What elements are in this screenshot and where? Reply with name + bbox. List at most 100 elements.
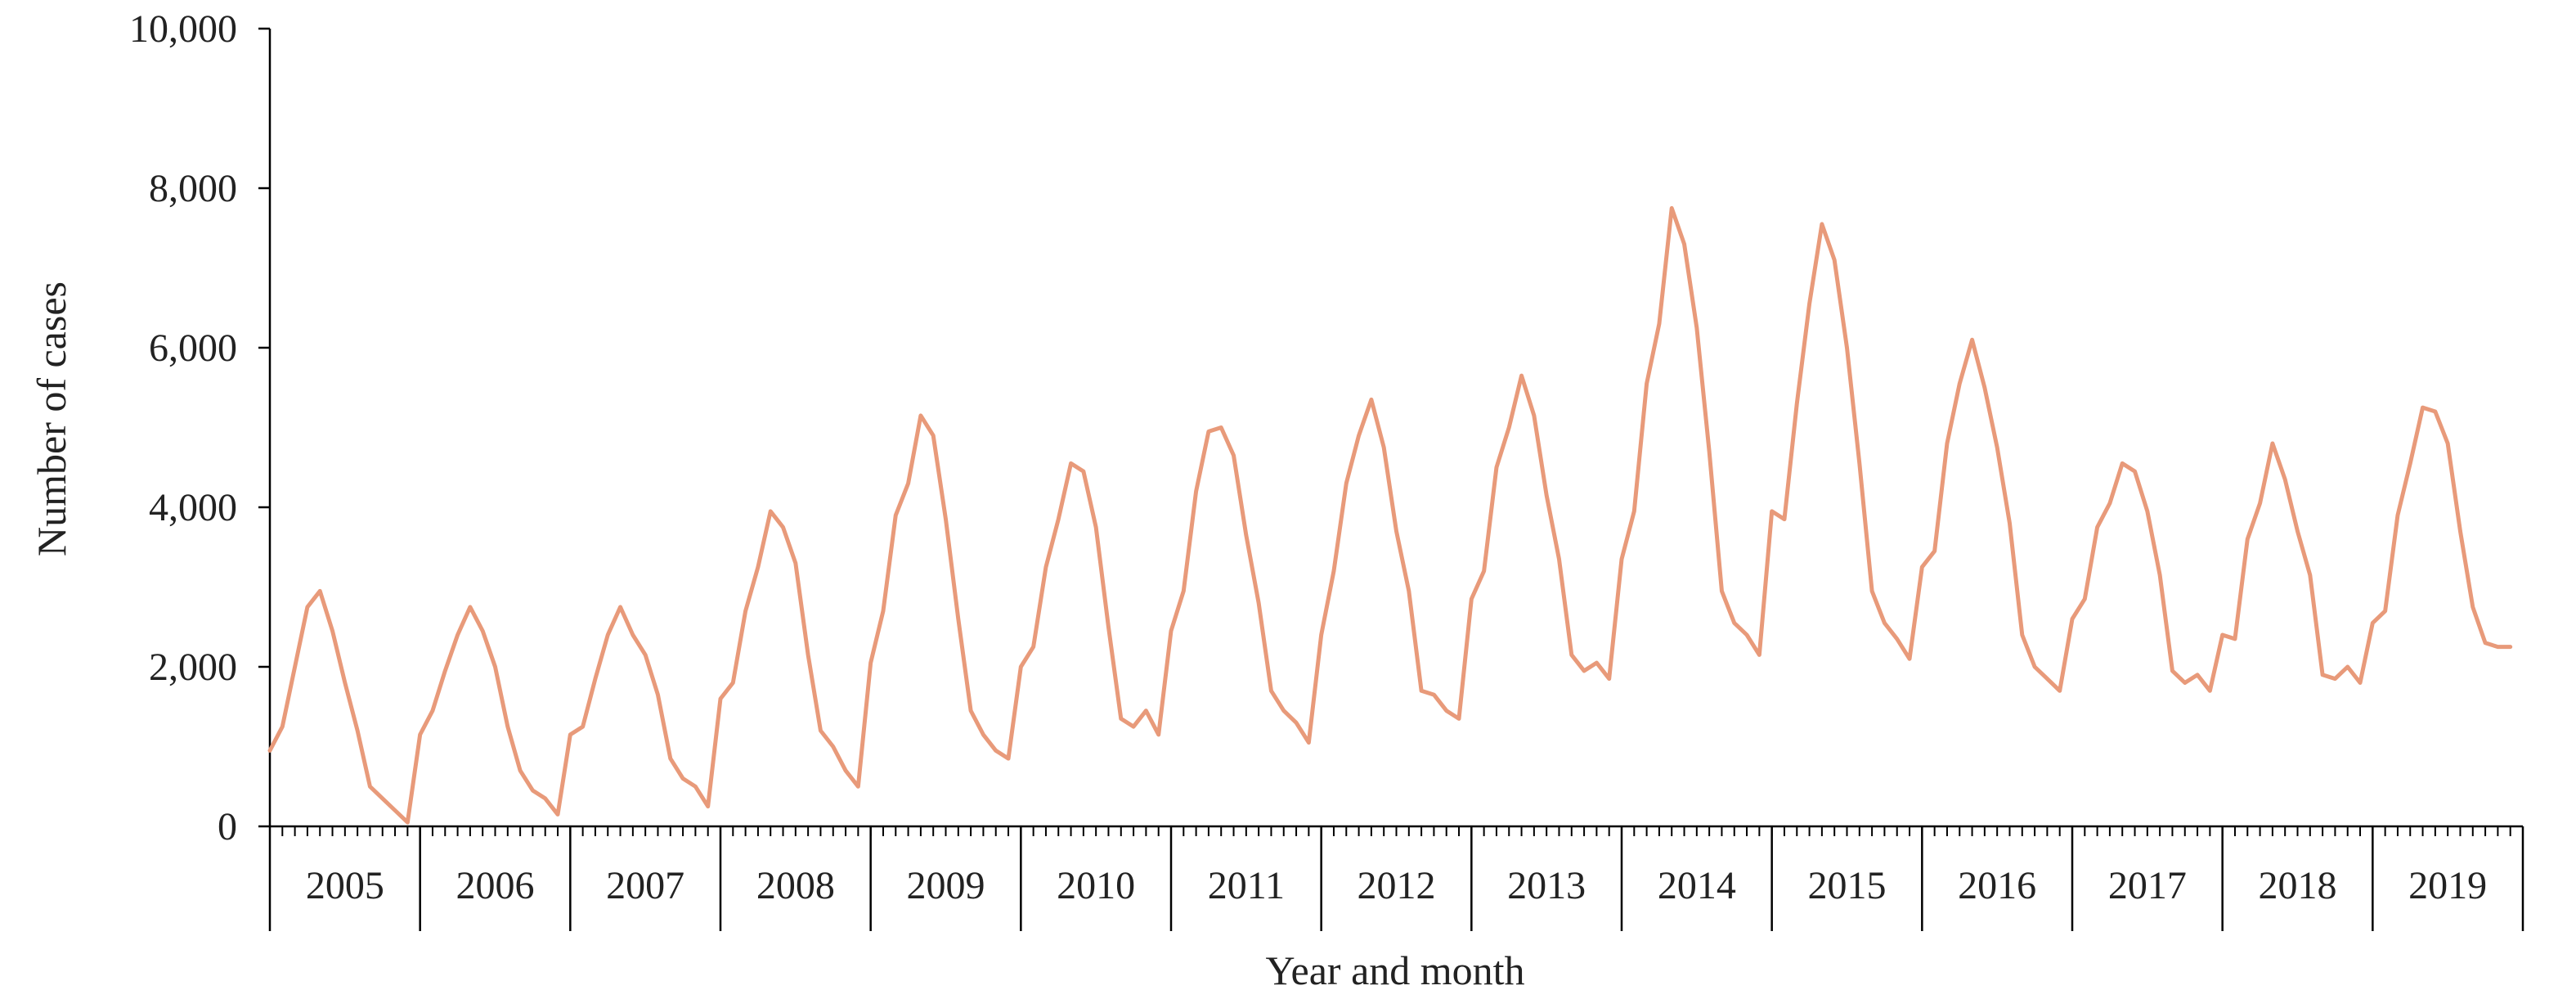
data-point — [543, 796, 548, 801]
data-point — [1494, 465, 1499, 470]
data-point — [1319, 632, 1324, 637]
data-point — [1895, 637, 1900, 641]
data-point — [1532, 413, 1537, 418]
data-point — [2133, 469, 2138, 474]
data-point — [793, 560, 798, 565]
data-point — [1281, 709, 1286, 713]
data-point — [343, 681, 348, 686]
data-point — [1845, 345, 1850, 350]
data-point — [1645, 381, 1649, 386]
data-point — [2471, 605, 2475, 610]
data-point — [1682, 241, 1687, 246]
data-point — [1482, 569, 1487, 574]
data-point — [1394, 529, 1399, 533]
data-point — [2245, 537, 2250, 542]
data-point — [680, 776, 685, 781]
y-tick-label: 4,000 — [149, 486, 237, 529]
data-point — [2195, 673, 2200, 677]
y-axis-title: Number of cases — [29, 281, 74, 556]
data-point — [1932, 549, 1937, 554]
data-point — [1143, 709, 1148, 713]
data-point — [1631, 509, 1636, 514]
series-group — [267, 205, 2513, 825]
data-point — [1031, 645, 1036, 650]
data-point — [1056, 517, 1061, 522]
x-year-label: 2011 — [1208, 864, 1285, 907]
data-point — [918, 413, 923, 418]
data-point — [706, 804, 711, 809]
data-point — [1268, 688, 1273, 693]
data-point — [893, 513, 898, 518]
data-point — [305, 605, 310, 610]
x-axis: 2005 2006 2007 2008 2009 2010 2011 2012 2013 2014… — [268, 825, 2524, 931]
x-year-label: 2019 — [2408, 864, 2487, 907]
data-point — [1131, 724, 1136, 729]
data-point — [2508, 645, 2513, 650]
data-point — [1106, 624, 1111, 629]
data-point — [1456, 716, 1461, 721]
data-point — [781, 524, 786, 529]
data-point — [1369, 397, 1374, 402]
data-point — [1757, 652, 1761, 657]
data-point — [1907, 656, 1912, 661]
x-year-label: 2008 — [756, 864, 835, 907]
data-point — [1719, 588, 1724, 593]
x-year-label: 2010 — [1057, 864, 1135, 907]
data-point — [1569, 652, 1574, 657]
data-point — [2421, 405, 2426, 410]
data-point — [1694, 326, 1699, 331]
data-point — [2120, 461, 2125, 466]
data-point — [1782, 517, 1787, 522]
data-point — [1206, 429, 1211, 434]
data-point — [2408, 461, 2412, 466]
data-point — [768, 509, 773, 514]
data-point — [956, 617, 961, 622]
data-point — [1444, 709, 1449, 713]
data-point — [718, 696, 723, 701]
data-point — [2095, 524, 2100, 529]
data-point — [2296, 529, 2300, 533]
data-point — [818, 728, 823, 733]
data-point — [480, 628, 485, 633]
data-point — [1381, 445, 1386, 450]
data-point — [1744, 632, 1749, 637]
data-point — [944, 517, 949, 522]
y-tick-label: 2,000 — [149, 646, 237, 689]
x-year-label: 2017 — [2108, 864, 2187, 907]
data-point — [1006, 756, 1011, 761]
data-point — [1331, 569, 1336, 574]
data-point — [2107, 501, 2112, 506]
data-point — [1156, 732, 1161, 737]
data-point — [530, 788, 535, 793]
data-point — [1669, 205, 1674, 210]
data-point — [2044, 677, 2049, 682]
data-point — [1770, 509, 1775, 514]
data-point — [1169, 628, 1174, 633]
data-point — [1431, 692, 1436, 697]
data-point — [730, 681, 735, 686]
data-point — [743, 609, 748, 614]
data-point — [868, 660, 873, 665]
x-year-label: 2006 — [456, 864, 535, 907]
data-point — [1882, 620, 1887, 625]
data-point — [2032, 664, 2037, 669]
data-point — [1995, 445, 1999, 450]
data-point — [1594, 660, 1599, 665]
data-point — [1407, 588, 1411, 593]
data-point — [1018, 664, 1023, 669]
x-year-label: 2014 — [1658, 864, 1736, 907]
data-point — [994, 748, 999, 753]
data-point — [1119, 716, 1124, 721]
data-point — [1232, 453, 1236, 458]
data-point — [1970, 337, 1975, 342]
data-point — [555, 812, 560, 817]
data-point — [1506, 425, 1511, 430]
data-point — [1256, 601, 1261, 605]
data-point — [2058, 688, 2062, 693]
data-point — [1306, 740, 1311, 745]
data-point — [1957, 381, 1962, 386]
data-point — [2157, 573, 2162, 578]
data-point — [367, 784, 372, 789]
data-point — [2145, 509, 2150, 514]
